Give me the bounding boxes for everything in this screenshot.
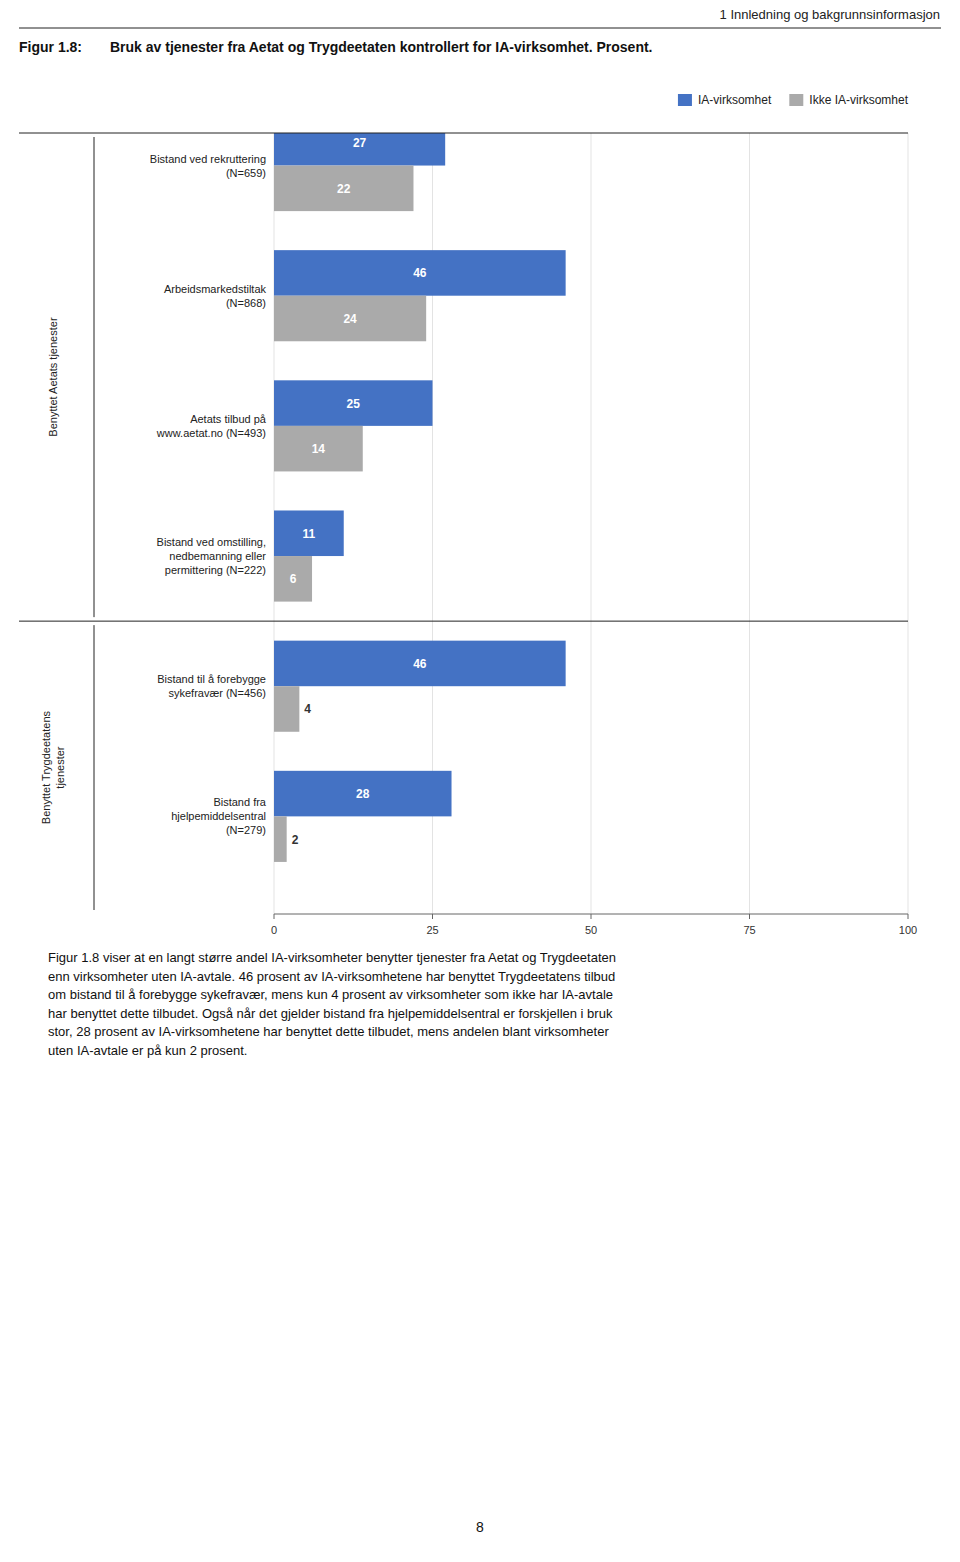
category-label-line: (N=659) — [226, 167, 266, 179]
page: 1 Innledning og bakgrunnsinformasjon Figu… — [0, 0, 960, 1562]
bar — [274, 250, 566, 296]
grid-line — [908, 133, 909, 914]
x-axis-line — [274, 914, 908, 915]
bar — [274, 641, 566, 687]
legend-label: IA-virksomhet — [698, 93, 772, 107]
tick-mark — [432, 914, 433, 919]
bar — [274, 380, 433, 426]
legend-label: Ikke IA-virksomhet — [809, 93, 908, 107]
tick-label: 75 — [743, 924, 755, 936]
bar — [274, 510, 344, 556]
group-label: Benyttet Trygdeetatenstjenester — [40, 711, 66, 825]
bar — [274, 686, 299, 732]
tick-label: 0 — [271, 924, 277, 936]
bar — [274, 426, 363, 472]
header-rule — [19, 28, 941, 29]
data-label: 27 — [353, 136, 367, 150]
group-bracket — [94, 625, 95, 910]
data-label: 14 — [312, 442, 326, 456]
body-text-line: stor, 28 prosent av IA-virksomhetene har… — [48, 1024, 609, 1039]
body-text-line: uten IA-avtale er på kun 2 prosent. — [48, 1043, 247, 1058]
category-label-line: Bistand til å forebygge — [157, 673, 266, 685]
tick-label: 25 — [426, 924, 438, 936]
data-label: 28 — [356, 787, 370, 801]
grid-line — [591, 133, 592, 914]
data-label: 46 — [413, 657, 427, 671]
body-text: Figur 1.8 viser at en langt større andel… — [48, 950, 616, 1058]
tick-mark — [274, 914, 275, 919]
bar — [274, 816, 287, 862]
category-label-line: sykefravær (N=456) — [168, 687, 266, 699]
group-separator — [19, 621, 908, 622]
category-label: Arbeidsmarkedstiltak (N=868) — [164, 283, 267, 309]
category-label-line: hjelpemiddelsentral — [171, 810, 266, 822]
category-label-line: Bistand ved rekruttering — [150, 153, 266, 165]
bars — [274, 133, 566, 862]
group-label: Benyttet Aetats tjenester — [47, 317, 59, 437]
body-text-line: enn virksomheter uten IA-avtale. 46 pros… — [48, 969, 615, 984]
data-label: 22 — [337, 182, 351, 196]
legend-swatch — [789, 94, 803, 106]
page-header: 1 Innledning og bakgrunnsinformasjon — [720, 7, 940, 22]
tick-mark — [749, 914, 750, 919]
data-label: 24 — [343, 312, 357, 326]
category-label-line: Aetats tilbud på — [190, 413, 267, 425]
category-label-line: www.aetat.no (N=493) — [156, 427, 266, 439]
group-label-line: Benyttet Trygdeetatens — [40, 711, 52, 825]
category-label: Bistand fra hjelpemiddelsentral (N=279) — [171, 796, 267, 836]
category-label: Aetats tilbud på www.aetat.no (N=493) — [156, 413, 267, 439]
category-label: Bistand ved rekruttering (N=659) — [150, 153, 266, 179]
bar — [274, 771, 452, 817]
data-labels: 27 46 25 11 46 28 22 24 14 6 4 2 — [290, 136, 427, 846]
category-label-line: Bistand fra — [213, 796, 266, 808]
chart-title: Bruk av tjenester fra Aetat og Trygdeeta… — [110, 39, 653, 55]
category-label: Bistand til å forebygge sykefravær (N=456… — [157, 673, 266, 699]
category-label-line: nedbemanning eller — [169, 550, 266, 562]
tick-label: 50 — [585, 924, 597, 936]
page-number: 8 — [476, 1519, 484, 1535]
group-label-line: tjenester — [54, 746, 66, 789]
legend: Ikke IA-virksomhet IA-virksomhet — [678, 93, 909, 107]
category-label-line: permittering (N=222) — [165, 564, 266, 576]
figure-label: Figur 1.8: — [19, 39, 82, 55]
body-text-line: Figur 1.8 viser at en langt større andel… — [48, 950, 616, 965]
tick-mark — [908, 914, 909, 919]
category-label-line: (N=868) — [226, 297, 266, 309]
body-text-line: har benyttet dette tilbudet. Også når de… — [48, 1006, 613, 1021]
background — [0, 0, 960, 1562]
tick-mark — [591, 914, 592, 919]
category-label-line: (N=279) — [226, 824, 266, 836]
bar — [274, 133, 445, 166]
legend-swatch — [678, 94, 692, 106]
data-label: 25 — [347, 397, 361, 411]
grid-line — [749, 133, 750, 914]
category-label-line: Arbeidsmarkedstiltak — [164, 283, 267, 295]
bar — [274, 296, 426, 342]
bar — [274, 556, 312, 602]
body-text-line: om bistand til å forebygge sykefravær, m… — [48, 987, 613, 1002]
group-separator — [19, 133, 908, 134]
tick-label: 100 — [899, 924, 917, 936]
category-label-line: Bistand ved omstilling, — [157, 536, 266, 548]
bar — [274, 166, 413, 212]
data-label: 46 — [413, 266, 427, 280]
data-label: 6 — [290, 572, 297, 586]
data-label: 4 — [304, 702, 311, 716]
data-label: 11 — [303, 527, 316, 541]
data-label: 2 — [292, 833, 299, 847]
group-bracket — [94, 137, 95, 617]
category-label: Bistand ved omstilling, nedbemanning elle… — [157, 536, 267, 576]
group-label-line: Benyttet Aetats tjenester — [47, 317, 59, 437]
